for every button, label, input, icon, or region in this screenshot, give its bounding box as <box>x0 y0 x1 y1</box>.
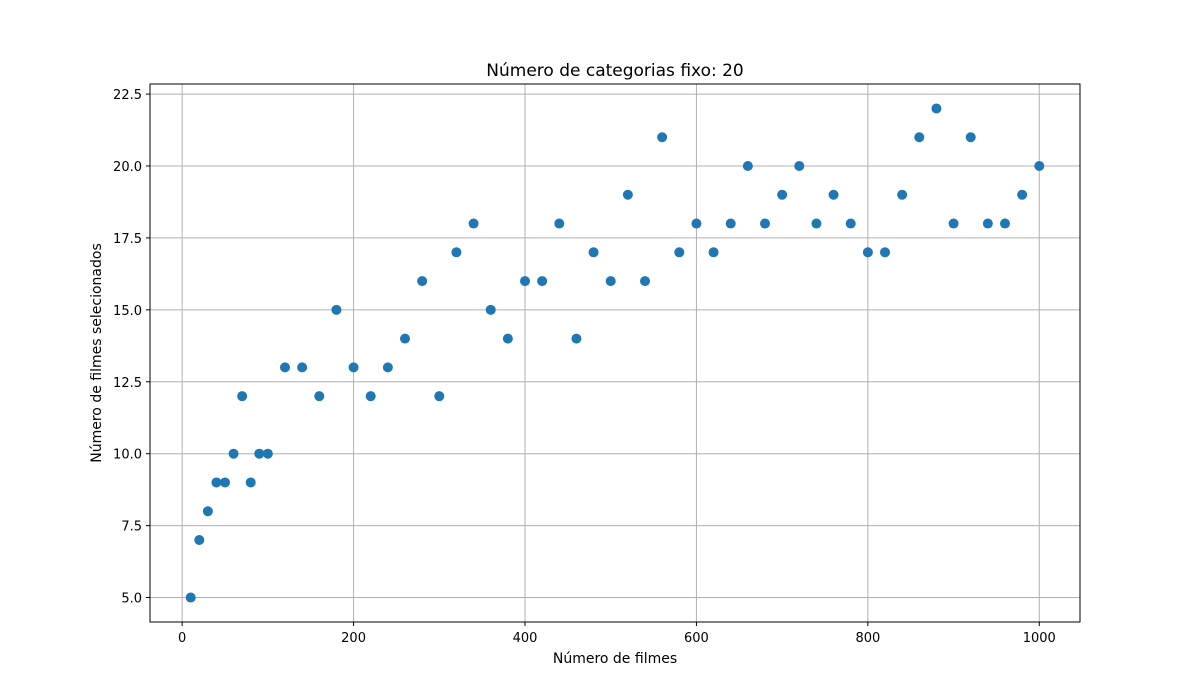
data-point <box>348 362 359 373</box>
y-tick-label: 20.0 <box>113 160 142 175</box>
data-point <box>811 218 822 229</box>
data-point <box>931 103 942 114</box>
y-tick-label: 15.0 <box>113 304 142 319</box>
y-tick-label: 12.5 <box>113 376 142 391</box>
data-point <box>554 218 565 229</box>
data-point <box>760 218 770 229</box>
data-point <box>211 477 222 488</box>
data-point <box>245 477 256 488</box>
data-point <box>742 160 753 171</box>
data-point <box>185 592 196 603</box>
data-point <box>434 391 445 402</box>
data-point <box>400 333 410 344</box>
data-point <box>622 189 633 200</box>
axis-ticks: 0 200 400 600 800 1000 5.0 7.5 10.0 12.5 15.0 17.5 2… <box>113 88 1056 646</box>
data-point <box>794 160 805 171</box>
y-axis-label: Número de filmes selecionados <box>89 243 105 462</box>
y-tick-label: 7.5 <box>121 520 142 535</box>
x-tick-label: 600 <box>684 631 709 646</box>
data-point <box>982 218 993 229</box>
x-tick-label: 0 <box>178 631 186 646</box>
data-point <box>1017 189 1028 200</box>
data-point <box>468 218 479 229</box>
data-point <box>828 189 839 200</box>
data-point <box>237 391 248 402</box>
data-point <box>520 276 530 287</box>
x-tick-label: 400 <box>513 631 538 646</box>
data-point <box>365 391 376 402</box>
data-point <box>451 247 462 258</box>
data-point <box>571 333 582 344</box>
data-point <box>640 276 650 287</box>
data-point <box>417 276 428 287</box>
chart-title: Número de categorias fixo: 20 <box>486 61 743 81</box>
plot-frame <box>149 83 1081 623</box>
data-point <box>588 247 599 258</box>
grid-lines <box>150 84 1080 622</box>
data-point <box>254 448 265 459</box>
data-point <box>202 506 213 517</box>
x-axis-label: Número de filmes <box>553 651 677 667</box>
y-tick-label: 10.0 <box>113 448 142 463</box>
data-point <box>220 477 230 488</box>
x-tick-label: 1000 <box>1023 631 1056 646</box>
data-point <box>845 218 856 229</box>
x-tick-label: 800 <box>855 631 880 646</box>
data-point <box>948 218 959 229</box>
data-point <box>382 362 393 373</box>
data-point <box>228 448 239 459</box>
data-point <box>1034 160 1045 171</box>
data-point <box>502 333 513 344</box>
data-point <box>485 304 496 315</box>
data-point <box>194 535 205 546</box>
data-point <box>691 218 702 229</box>
data-points <box>185 103 1045 603</box>
data-point <box>897 189 908 200</box>
data-point <box>880 247 890 258</box>
y-tick-label: 5.0 <box>121 592 142 607</box>
data-point <box>862 247 873 258</box>
data-point <box>914 132 925 143</box>
data-point <box>1000 218 1010 229</box>
data-point <box>725 218 736 229</box>
x-tick-label: 200 <box>341 631 366 646</box>
data-point <box>314 391 325 402</box>
data-point <box>280 362 290 373</box>
data-point <box>674 247 685 258</box>
data-point <box>537 276 548 287</box>
data-point <box>657 132 668 143</box>
data-point <box>708 247 719 258</box>
y-tick-label: 22.5 <box>113 88 142 103</box>
data-point <box>297 362 308 373</box>
data-point <box>965 132 976 143</box>
y-tick-label: 17.5 <box>113 232 142 247</box>
data-point <box>777 189 788 200</box>
data-point <box>605 276 616 287</box>
data-point <box>262 448 273 459</box>
data-point <box>331 304 342 315</box>
